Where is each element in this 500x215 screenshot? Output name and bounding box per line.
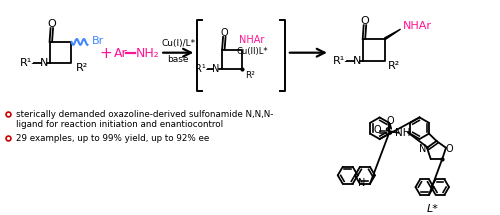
Text: R²: R² (245, 71, 255, 80)
Text: O: O (386, 116, 394, 126)
Text: O: O (220, 28, 228, 38)
Text: Ar: Ar (114, 47, 127, 60)
Text: NH₂: NH₂ (136, 47, 159, 60)
Text: N: N (358, 178, 366, 188)
Text: N: N (212, 64, 220, 74)
Text: NH: NH (396, 128, 411, 138)
Text: O: O (360, 16, 369, 26)
Text: base: base (168, 55, 189, 64)
Text: O: O (374, 125, 381, 135)
Polygon shape (384, 29, 400, 40)
Text: NHAr: NHAr (240, 35, 264, 45)
Text: R¹-: R¹- (20, 58, 36, 69)
Text: Br: Br (92, 36, 104, 46)
Text: +: + (99, 46, 112, 61)
Text: sterically demanded oxazoline-derived sulfonamide N,N,N-: sterically demanded oxazoline-derived su… (16, 110, 273, 119)
Text: R¹-: R¹- (195, 64, 210, 74)
Text: NHAr: NHAr (402, 21, 432, 31)
Text: 29 examples, up to 99% yield, up to 92% ee: 29 examples, up to 99% yield, up to 92% … (16, 134, 209, 143)
Text: N: N (40, 58, 48, 69)
Text: Cu(II)L*: Cu(II)L* (236, 47, 268, 56)
Text: S: S (384, 127, 392, 137)
Text: L*: L* (426, 204, 438, 214)
Text: O: O (445, 144, 453, 154)
Text: R²: R² (76, 63, 88, 73)
Text: N: N (352, 55, 361, 66)
Text: Cu(I)/L*: Cu(I)/L* (161, 39, 196, 48)
Text: O: O (47, 19, 56, 29)
Text: ligand for reaction initiation and enantiocontrol: ligand for reaction initiation and enant… (16, 120, 223, 129)
Text: N: N (420, 144, 426, 154)
Text: R¹-: R¹- (332, 55, 349, 66)
Text: R²: R² (388, 61, 400, 71)
